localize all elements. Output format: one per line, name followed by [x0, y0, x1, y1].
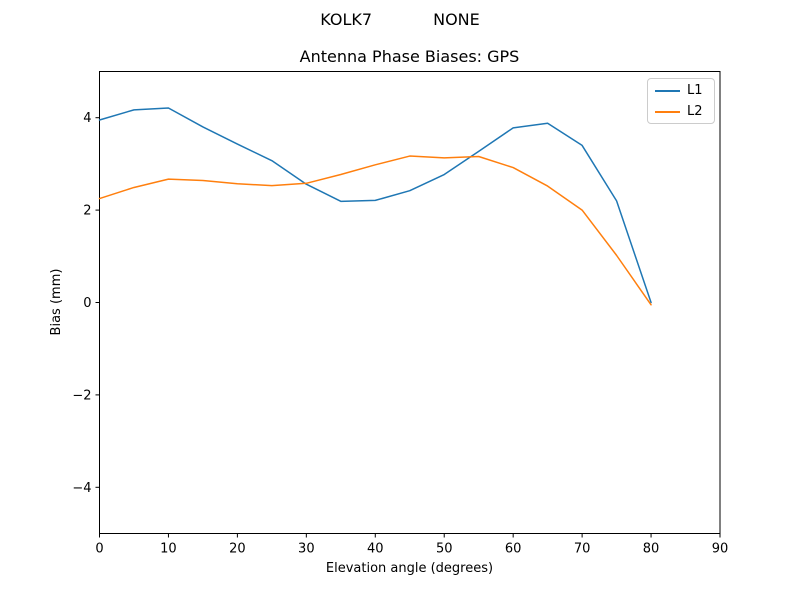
- legend-label: L1: [687, 83, 703, 98]
- x-tick-label: 0: [95, 542, 103, 557]
- x-tick-label: 50: [436, 542, 453, 557]
- x-tick-label: 20: [229, 542, 246, 557]
- legend-entry-L2: L2: [655, 101, 707, 122]
- y-tick-label: −2: [72, 388, 91, 403]
- series-line-L2: [98, 155, 652, 306]
- legend: L1 L2: [647, 78, 715, 124]
- x-tick-label: 40: [367, 542, 384, 557]
- series-line-L1: [98, 107, 652, 304]
- axes-frame: [99, 71, 721, 534]
- figure-suptitle: KOLK7 NONE: [320, 10, 480, 29]
- legend-label: L2: [687, 104, 703, 119]
- x-axis-label: Elevation angle (degrees): [325, 561, 494, 576]
- chart-title: Antenna Phase Biases: GPS: [299, 47, 520, 66]
- x-tick-label: 80: [643, 542, 660, 557]
- x-tick-label: 30: [298, 542, 315, 557]
- legend-swatch-L1: [655, 89, 680, 92]
- x-tick-label: 60: [505, 542, 522, 557]
- x-tick-label: 90: [712, 542, 729, 557]
- y-tick-label: 0: [83, 296, 91, 311]
- x-tick-label: 70: [574, 542, 591, 557]
- legend-swatch-L2: [655, 110, 680, 113]
- y-axis-label: Bias (mm): [49, 268, 64, 336]
- y-tick-label: 2: [83, 204, 91, 219]
- x-tick-label: 10: [160, 542, 177, 557]
- y-tick-label: −4: [72, 481, 91, 496]
- y-tick-label: 4: [83, 111, 91, 126]
- legend-entry-L1: L1: [655, 80, 707, 101]
